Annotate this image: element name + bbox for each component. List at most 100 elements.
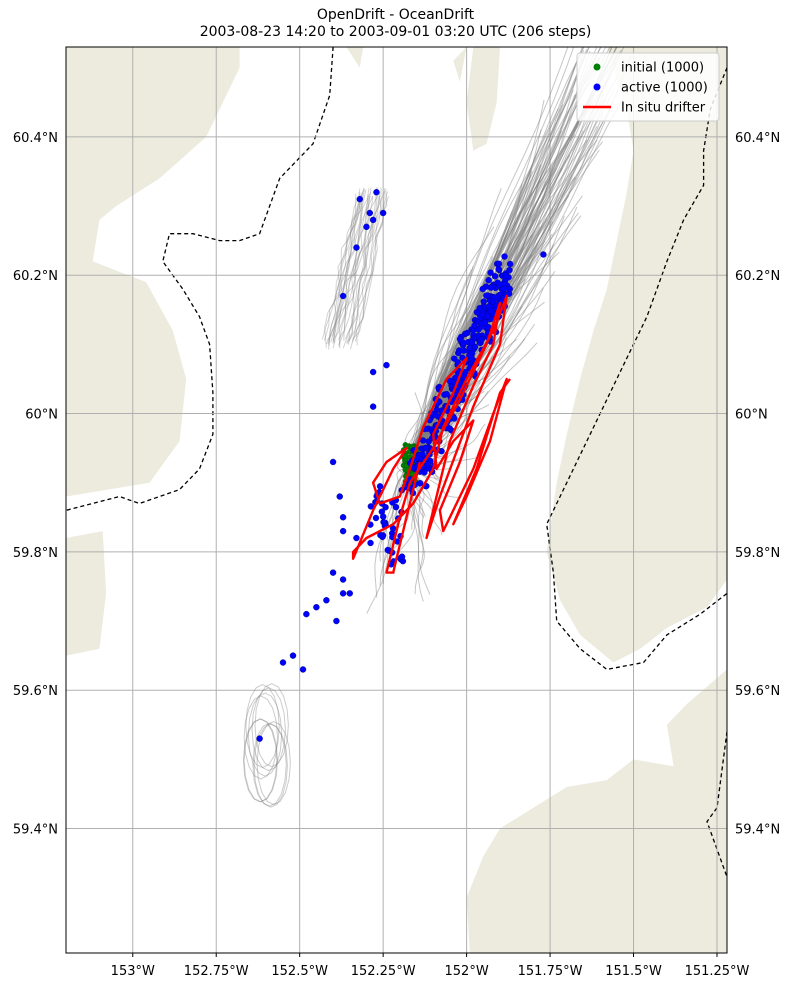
trajectory-line — [406, 464, 461, 499]
active-point — [329, 569, 337, 576]
trajectory-line — [332, 194, 369, 349]
trajectory-line — [412, 54, 618, 466]
active-point — [313, 603, 320, 611]
active-point — [460, 347, 468, 354]
trajectory-line — [407, 77, 618, 466]
trajectory-line — [411, 88, 583, 466]
active-point — [471, 322, 478, 329]
active-point — [398, 553, 406, 560]
trajectory-line — [407, 130, 584, 466]
land-polygon-1 — [66, 531, 107, 656]
land-polygon-2 — [466, 47, 500, 151]
trajectory-loop — [247, 692, 283, 777]
trajectory-line — [412, 170, 532, 466]
active-point — [356, 195, 363, 203]
active-point — [353, 534, 360, 542]
trajectory-line — [412, 174, 532, 466]
trajectory-line — [411, 47, 569, 466]
active-point — [256, 735, 263, 742]
y-tick-label-right-0: 59.4°N — [735, 823, 780, 838]
active-point — [477, 320, 485, 328]
trajectory-line — [349, 187, 382, 350]
active-point — [495, 260, 503, 267]
legend: initial (1000) active (1000) In situ drift… — [576, 52, 720, 122]
legend-label-2: In situ drifter — [621, 101, 706, 116]
y-tick-label-right-4: 60.2°N — [735, 269, 780, 284]
x-tick-label-3: 152.25°W — [351, 964, 416, 979]
trajectory-line — [412, 244, 554, 466]
trajectory-line — [321, 193, 357, 340]
trajectory-line — [330, 192, 362, 343]
active-point — [495, 265, 502, 273]
y-tick-label-left-5: 60.4°N — [13, 131, 58, 146]
active-point — [333, 617, 340, 625]
active-point — [383, 361, 390, 369]
plot-area — [66, 47, 727, 953]
trajectory-loop — [242, 718, 278, 803]
trajectory-line — [332, 189, 367, 343]
trajectory-loop — [252, 722, 287, 807]
active-point — [382, 504, 389, 511]
trajectory-line — [408, 62, 617, 466]
trajectory-line — [379, 465, 412, 586]
active-point — [373, 189, 380, 196]
drifter-track — [351, 294, 511, 574]
trajectory-line — [332, 188, 370, 343]
active-point — [540, 251, 547, 258]
x-tick-label-2: 152.5°W — [271, 964, 328, 979]
legend-label-1: active (1000) — [621, 81, 708, 96]
active-point — [363, 223, 370, 231]
trajectory-line — [406, 133, 550, 466]
trajectory-line — [338, 195, 371, 347]
trajectory-line — [410, 274, 490, 466]
active-point — [487, 307, 495, 315]
chart-subtitle: 2003-08-23 14:20 to 2003-09-01 03:20 UTC… — [199, 24, 592, 40]
active-point — [501, 253, 508, 260]
trajectory-line — [412, 50, 591, 466]
active-point — [279, 659, 287, 666]
x-tick-label-0: 153°W — [111, 964, 155, 979]
y-tick-label-left-3: 60°N — [25, 408, 58, 423]
trajectory-line — [342, 188, 379, 349]
trajectory-line — [409, 465, 425, 570]
active-point — [379, 209, 387, 217]
trajectory-line — [348, 191, 381, 342]
x-tick-label-4: 152°W — [445, 964, 489, 979]
trajectory-line — [339, 196, 374, 349]
active-point — [369, 216, 377, 224]
plot-frame — [65, 46, 728, 954]
trajectory-line — [408, 47, 602, 466]
trajectory-line — [409, 104, 564, 466]
drifter-track-layer — [351, 294, 511, 574]
y-tick-label-left-1: 59.6°N — [13, 684, 58, 699]
trajectory-line — [352, 188, 386, 340]
active-point — [506, 285, 513, 293]
trajectory-line — [323, 188, 361, 342]
active-point — [483, 292, 490, 299]
land-polygon-3 — [453, 47, 467, 82]
trajectory-line — [344, 187, 378, 340]
trajectory-line — [354, 191, 388, 342]
active-point — [379, 513, 387, 520]
trajectory-line — [382, 465, 412, 584]
legend-box — [576, 52, 720, 122]
x-tick-label-1: 152.75°W — [184, 964, 249, 979]
trajectory-loop — [243, 695, 279, 780]
active-point — [421, 469, 428, 476]
trajectory-line — [338, 187, 372, 340]
boundary-line-2 — [706, 731, 727, 878]
active-point — [501, 285, 508, 292]
active-point — [489, 298, 497, 305]
trajectory-loop — [253, 723, 288, 808]
active-point — [339, 527, 347, 535]
x-tick-label-7: 151.25°W — [685, 964, 750, 979]
y-tick-label-right-2: 59.8°N — [735, 546, 780, 561]
trajectory-line — [346, 191, 386, 343]
trajectory-line — [332, 194, 362, 344]
active-point — [479, 311, 486, 319]
trajectory-line — [355, 196, 390, 346]
active-point — [384, 546, 391, 554]
active-point — [422, 444, 429, 452]
y-tick-label-left-0: 59.4°N — [13, 823, 58, 838]
